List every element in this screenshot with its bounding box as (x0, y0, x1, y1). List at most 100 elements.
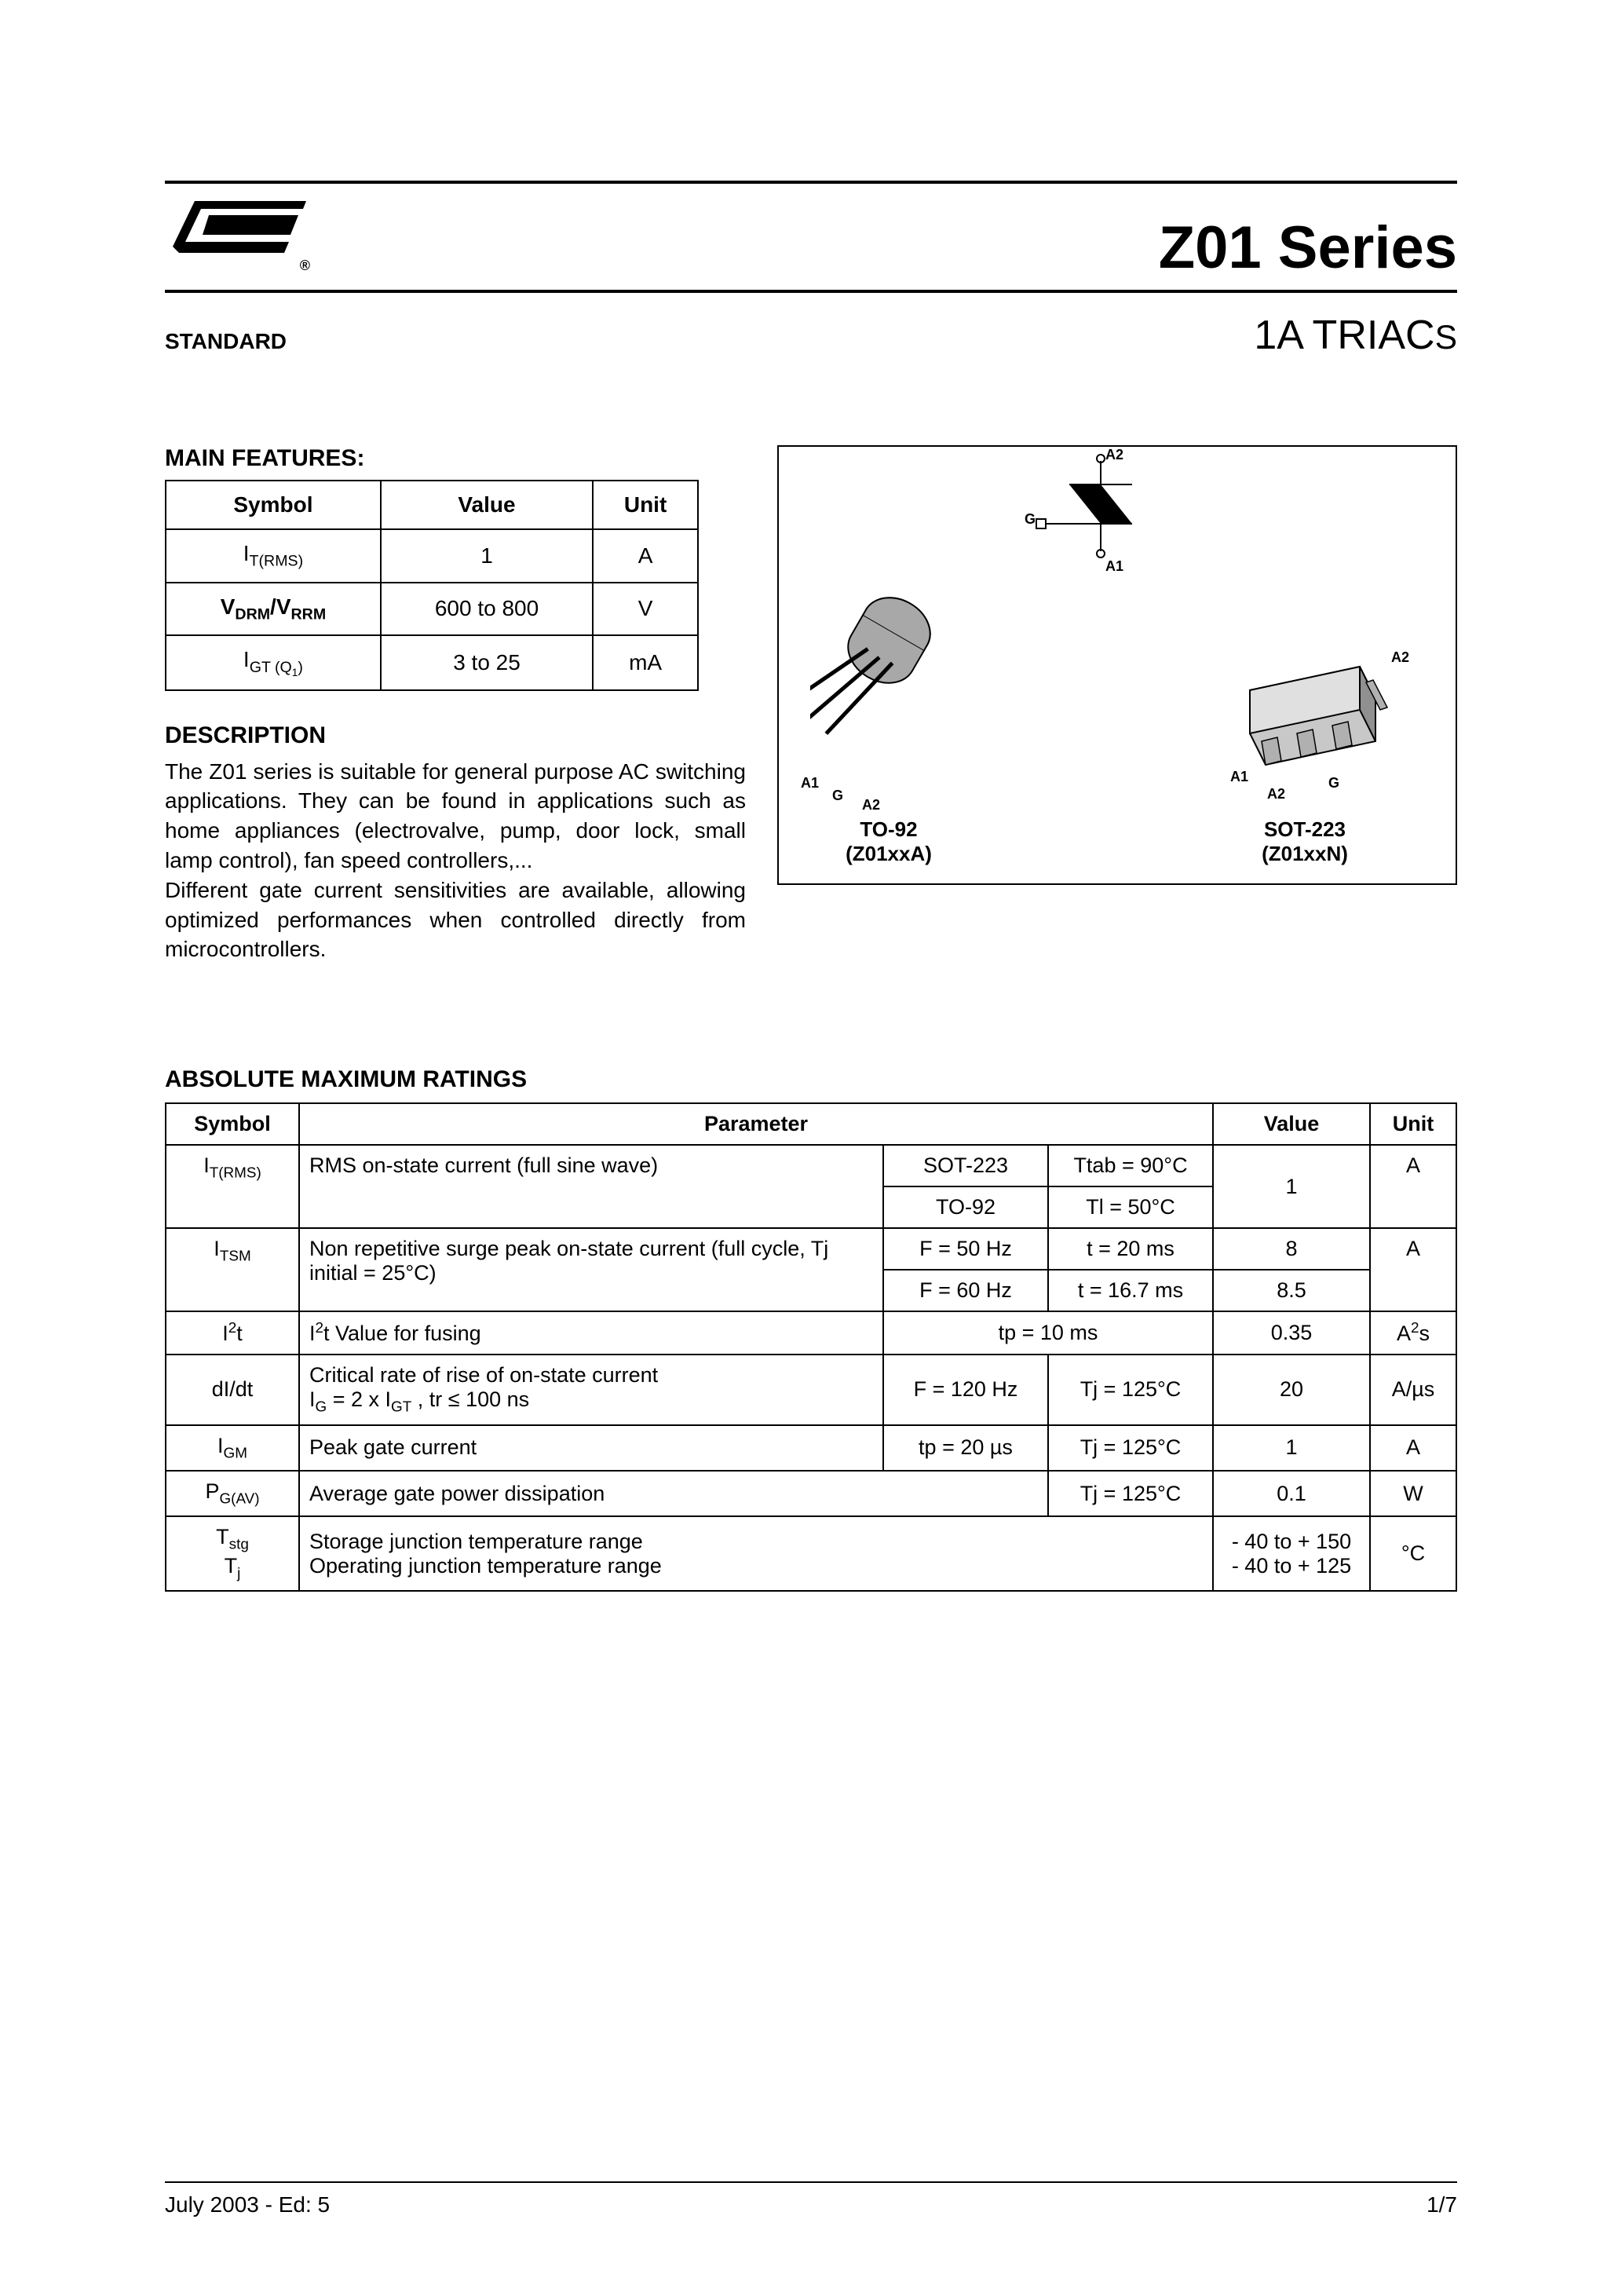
content-row: MAIN FEATURES: Symbol Value Unit IT(RMS)… (165, 445, 1457, 964)
amr-cell: 8 (1213, 1228, 1370, 1270)
description-text: The Z01 series is suitable for general p… (165, 757, 746, 965)
rule-top (165, 181, 1457, 184)
description-block: DESCRIPTION The Z01 series is suitable f… (165, 722, 746, 965)
page-footer: July 2003 - Ed: 5 1/7 (165, 2181, 1457, 2217)
amr-cell: Ttab = 90°C (1048, 1145, 1213, 1186)
amr-cell: tp = 10 ms (883, 1311, 1213, 1355)
left-column: MAIN FEATURES: Symbol Value Unit IT(RMS)… (165, 445, 746, 964)
amr-cell: A/µs (1370, 1355, 1456, 1424)
cell-unit: mA (593, 635, 698, 690)
st-logo: ® (165, 192, 322, 282)
amr-cell: Tj = 125°C (1048, 1425, 1213, 1471)
amr-cell: A (1370, 1425, 1456, 1471)
sot223-label: SOT-223 (Z01xxN) (1234, 817, 1375, 866)
amr-temp-param: Storage junction temperature range Opera… (299, 1516, 1213, 1591)
amr-cell: - 40 to + 150 - 40 to + 125 (1213, 1516, 1370, 1591)
cell-symbol: IGT (Q1) (166, 635, 381, 690)
sot223-part: (Z01xxN) (1262, 842, 1348, 865)
cell-unit: V (593, 583, 698, 636)
datasheet-page: ® Z01 Series STANDARD 1A TRIACS MAIN FEA… (0, 0, 1622, 2296)
col-unit: Unit (593, 481, 698, 529)
table-header-row: Symbol Value Unit (166, 481, 698, 529)
cell-value: 1 (381, 529, 593, 583)
footer-page: 1/7 (1427, 2192, 1457, 2217)
amr-itsm-unit: A (1370, 1228, 1456, 1311)
standard-label: STANDARD (165, 329, 287, 354)
amr-itsm-param: Non repetitive surge peak on-state curre… (299, 1228, 883, 1311)
amr-cell: Tj = 125°C (1048, 1471, 1213, 1516)
amr-col-unit: Unit (1370, 1103, 1456, 1145)
amr-cell: Tl = 50°C (1048, 1186, 1213, 1228)
cell-symbol: VDRM/VRRM (166, 583, 381, 636)
main-features-table: Symbol Value Unit IT(RMS) 1 A VDRM/VRRM … (165, 480, 699, 691)
table-row: dI/dt Critical rate of rise of on-state … (166, 1355, 1456, 1424)
subtitle-row: STANDARD 1A TRIACS (165, 312, 1457, 359)
cell-value: 600 to 800 (381, 583, 593, 636)
svg-text:®: ® (300, 258, 310, 273)
amr-cell: t = 16.7 ms (1048, 1270, 1213, 1311)
amr-cell: 20 (1213, 1355, 1370, 1424)
pin-a1-label: A1 (1105, 558, 1123, 575)
package-diagram-box: A2 A1 G A1 G A2 (777, 445, 1457, 885)
main-features-heading: MAIN FEATURES: (165, 445, 746, 472)
sot223-pin-g: G (1328, 775, 1339, 792)
product-title: Z01 Series (1159, 214, 1457, 282)
amr-igm-param: Peak gate current (299, 1425, 883, 1471)
amr-cell: A2s (1370, 1311, 1456, 1355)
amr-temp-symbol: TstgTj (166, 1516, 299, 1591)
subtitle-main: 1A TRIAC (1254, 313, 1434, 358)
amr-cell: F = 50 Hz (883, 1228, 1048, 1270)
header-row: ® Z01 Series (165, 192, 1457, 282)
sot223-pin-a1: A1 (1230, 769, 1248, 785)
description-heading: DESCRIPTION (165, 722, 746, 749)
amr-heading: ABSOLUTE MAXIMUM RATINGS (165, 1066, 1457, 1093)
table-row: IGM Peak gate current tp = 20 µs Tj = 12… (166, 1425, 1456, 1471)
table-row: PG(AV) Average gate power dissipation Tj… (166, 1471, 1456, 1516)
triac-symbol-icon (1022, 453, 1179, 594)
table-row: VDRM/VRRM 600 to 800 V (166, 583, 698, 636)
amr-pgav-symbol: PG(AV) (166, 1471, 299, 1516)
amr-cell: Tj = 125°C (1048, 1355, 1213, 1424)
amr-cell: 0.35 (1213, 1311, 1370, 1355)
amr-section: ABSOLUTE MAXIMUM RATINGS Symbol Paramete… (165, 1066, 1457, 1592)
table-row: ITSM Non repetitive surge peak on-state … (166, 1228, 1456, 1270)
amr-didt-param: Critical rate of rise of on-state curren… (299, 1355, 883, 1424)
amr-cell: F = 60 Hz (883, 1270, 1048, 1311)
amr-header-row: Symbol Parameter Value Unit (166, 1103, 1456, 1145)
to92-pin-a2: A2 (862, 797, 880, 813)
subtitle-suffix: S (1435, 319, 1457, 356)
amr-col-value: Value (1213, 1103, 1370, 1145)
amr-cell: 8.5 (1213, 1270, 1370, 1311)
amr-cell: SOT-223 (883, 1145, 1048, 1186)
amr-col-parameter: Parameter (299, 1103, 1213, 1145)
table-row: IT(RMS) 1 A (166, 529, 698, 583)
sot223-package-icon (1195, 651, 1399, 808)
sot223-name: SOT-223 (1264, 817, 1346, 841)
to92-package-icon (810, 588, 983, 792)
to92-label: TO-92 (Z01xxA) (826, 817, 952, 866)
col-symbol: Symbol (166, 481, 381, 529)
amr-i2t-symbol: I2t (166, 1311, 299, 1355)
amr-col-symbol: Symbol (166, 1103, 299, 1145)
cell-value: 3 to 25 (381, 635, 593, 690)
sot223-pin-a2-tab: A2 (1391, 649, 1409, 666)
sot223-pin-a2: A2 (1267, 786, 1285, 803)
to92-name: TO-92 (860, 817, 917, 841)
amr-itrms-symbol: IT(RMS) (166, 1145, 299, 1228)
amr-igm-symbol: IGM (166, 1425, 299, 1471)
amr-cell: W (1370, 1471, 1456, 1516)
amr-pgav-param: Average gate power dissipation (299, 1471, 1048, 1516)
amr-table: Symbol Parameter Value Unit IT(RMS) RMS … (165, 1102, 1457, 1592)
amr-itrms-value: 1 (1213, 1145, 1370, 1228)
amr-cell: tp = 20 µs (883, 1425, 1048, 1471)
rule-mid (165, 290, 1457, 293)
product-subtitle: 1A TRIACS (1254, 312, 1457, 359)
amr-itrms-unit: A (1370, 1145, 1456, 1228)
table-row: IGT (Q1) 3 to 25 mA (166, 635, 698, 690)
pin-a2-label: A2 (1105, 447, 1123, 463)
footer-date: July 2003 - Ed: 5 (165, 2192, 330, 2217)
amr-cell: 1 (1213, 1425, 1370, 1471)
cell-unit: A (593, 529, 698, 583)
to92-part: (Z01xxA) (846, 842, 932, 865)
to92-pin-g: G (832, 788, 843, 804)
